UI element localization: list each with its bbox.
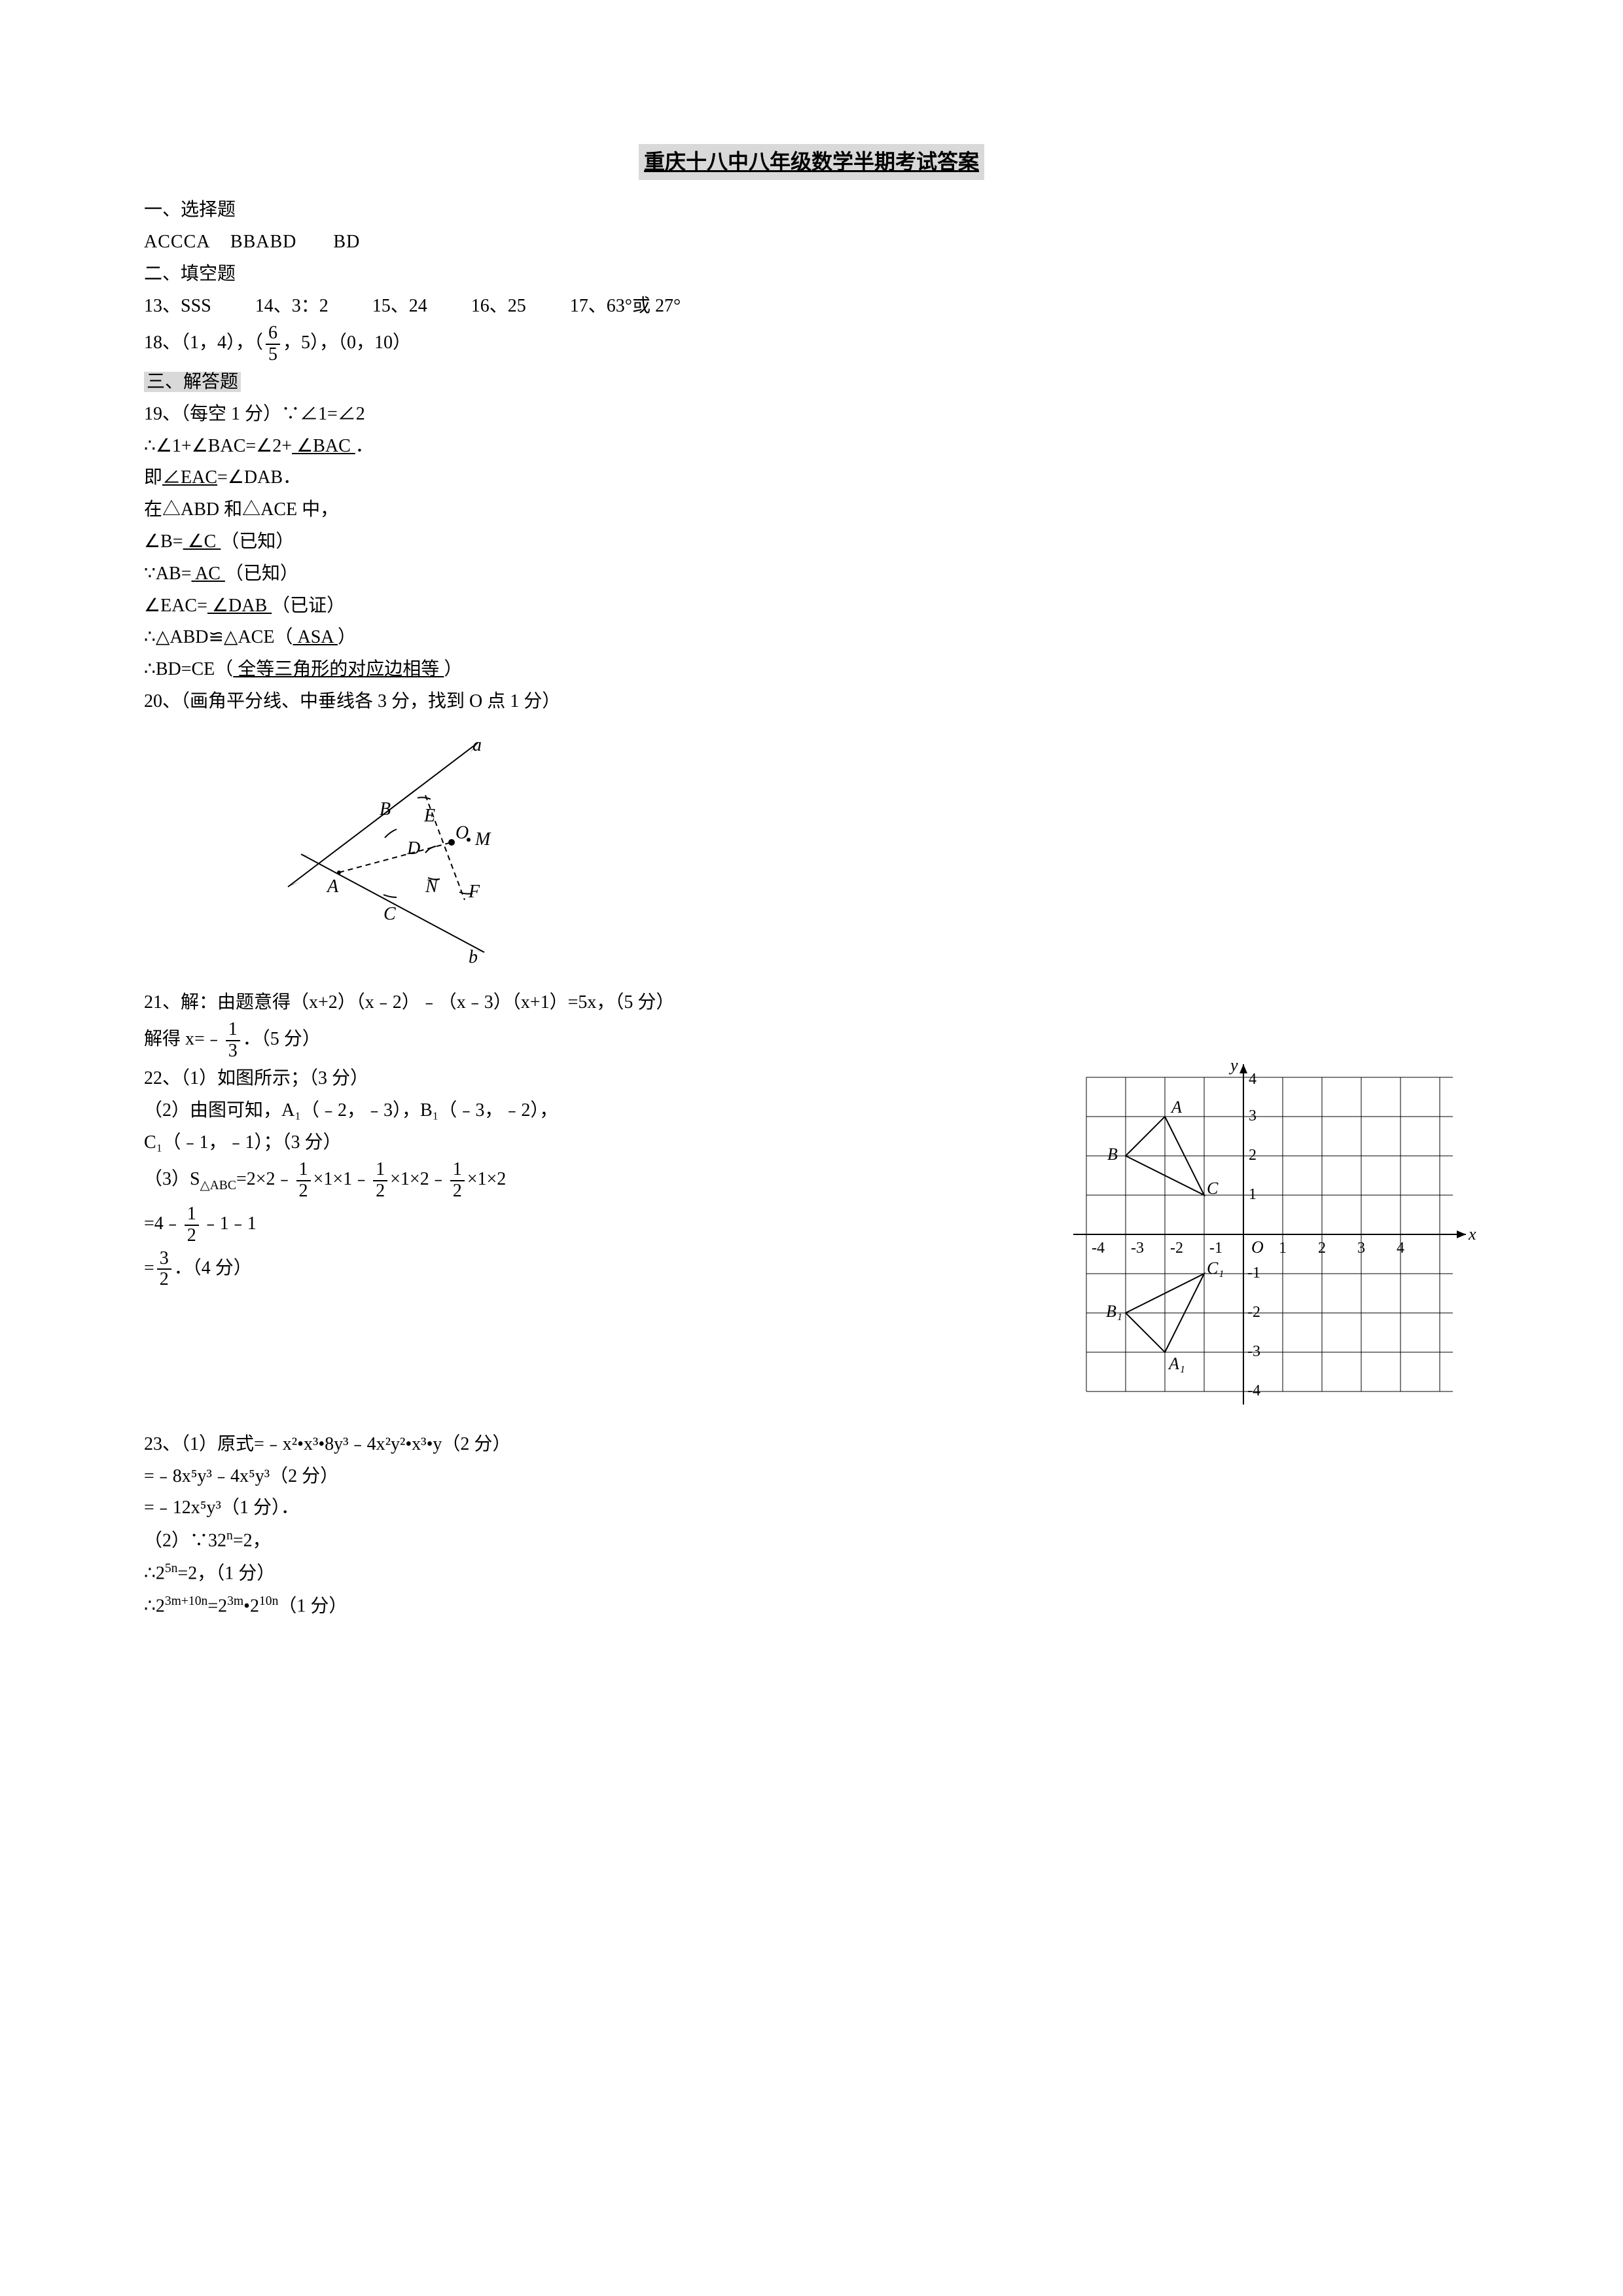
svg-text:-3: -3 (1131, 1240, 1144, 1257)
q23-l6: ∴23m+10n=23m•210n（1 分） (144, 1591, 1479, 1621)
svg-text:M: M (474, 829, 491, 850)
q19-l6: ∵AB= AC （已知） (144, 560, 1479, 589)
q19-l8: ∴△ABD≌△ACE（ ASA ） (144, 623, 1479, 653)
svg-text:D: D (406, 838, 420, 859)
svg-text:-2: -2 (1170, 1240, 1183, 1257)
q19-l7: ∠EAC= ∠DAB （已证） (144, 592, 1479, 621)
section1-heading: 一、选择题 (144, 196, 1479, 225)
q20-text: 20、（画角平分线、中垂线各 3 分，找到 O 点 1 分） (144, 687, 1479, 717)
svg-text:A: A (326, 876, 339, 897)
svg-text:B₁: B₁ (1106, 1302, 1122, 1321)
svg-text:-1: -1 (1209, 1240, 1222, 1257)
svg-text:A₁: A₁ (1168, 1354, 1185, 1373)
svg-text:y: y (1228, 1056, 1238, 1075)
q23-l1: 23、（1）原式=﹣x²•x³•8y³﹣4x²y²•x³•y（2 分） (144, 1430, 1479, 1460)
coord-svg: A B C A₁ B₁ C₁ O x y 1 2 3 4 -4 -3 -2 -1… (1060, 1051, 1479, 1418)
svg-text:A: A (1170, 1098, 1182, 1117)
geom-svg: a b A B C D E F M N O (262, 730, 576, 965)
svg-text:1: 1 (1249, 1186, 1257, 1203)
svg-text:C: C (383, 904, 396, 924)
q19-l5: ∠B= ∠C （已知） (144, 528, 1479, 557)
q15: 15、24 (372, 296, 427, 316)
svg-text:-4: -4 (1247, 1382, 1260, 1399)
section2-heading: 二、填空题 (144, 260, 1479, 289)
svg-text:3: 3 (1357, 1240, 1365, 1257)
svg-text:F: F (468, 882, 480, 902)
q21-l1: 21、解：由题意得（x+2）（x﹣2）﹣（x﹣3）（x+1）=5x，（5 分） (144, 988, 1479, 1018)
svg-text:4: 4 (1397, 1240, 1404, 1257)
q18: 18、（1，4），（65，5），（0，10） (144, 323, 1479, 365)
page-title: 重庆十八中八年级数学半期考试答案 (639, 144, 984, 180)
svg-text:-1: -1 (1247, 1265, 1260, 1282)
svg-text:x: x (1468, 1225, 1476, 1244)
q18-frac: 65 (266, 323, 280, 365)
svg-text:B: B (1107, 1145, 1118, 1164)
svg-text:a: a (473, 735, 482, 755)
q13: 13、SSS (144, 296, 211, 316)
title-wrap: 重庆十八中八年级数学半期考试答案 (144, 144, 1479, 190)
geometry-diagram: a b A B C D E F M N O (262, 730, 1479, 975)
q23-l5: ∴25n=2，（1 分） (144, 1558, 1479, 1588)
svg-text:2: 2 (1318, 1240, 1326, 1257)
svg-text:C₁: C₁ (1207, 1259, 1224, 1278)
svg-text:1: 1 (1279, 1240, 1287, 1257)
svg-text:C: C (1207, 1179, 1219, 1198)
q16: 16、25 (471, 296, 526, 316)
svg-text:-2: -2 (1247, 1304, 1260, 1321)
q23-l2: =﹣8x⁵y³﹣4x⁵y³（2 分） (144, 1462, 1479, 1492)
q18-suffix: ，5），（0，10） (283, 333, 411, 353)
q19-l1: 19、（每空 1 分）∵∠1=∠2 (144, 400, 1479, 429)
q19-l2: ∴∠1+∠BAC=∠2+ ∠BAC ． (144, 432, 1479, 461)
q23-l3: =﹣12x⁵y³（1 分）． (144, 1494, 1479, 1523)
svg-text:b: b (469, 947, 478, 965)
q19-l4: 在△ABD 和△ACE 中， (144, 495, 1479, 525)
q14: 14、3：2 (255, 296, 329, 316)
svg-text:3: 3 (1249, 1107, 1257, 1124)
q23-l4: （2）∵32n=2， (144, 1526, 1479, 1556)
svg-text:B: B (380, 799, 391, 819)
q17: 17、63°或 27° (570, 296, 681, 316)
svg-text:-4: -4 (1092, 1240, 1105, 1257)
svg-text:O: O (1251, 1238, 1264, 1257)
svg-text:2: 2 (1249, 1147, 1257, 1164)
svg-text:E: E (423, 806, 435, 826)
svg-text:N: N (425, 876, 438, 897)
coordinate-diagram: A B C A₁ B₁ C₁ O x y 1 2 3 4 -4 -3 -2 -1… (1060, 1051, 1479, 1427)
q19-l3: 即∠EAC=∠DAB． (144, 463, 1479, 493)
svg-text:O: O (455, 823, 469, 843)
svg-text:4: 4 (1249, 1071, 1257, 1088)
section1-answers: ACCCA BBABD BD (144, 228, 1479, 257)
q18-prefix: 18、（1，4），（ (144, 333, 263, 353)
svg-text:-3: -3 (1247, 1343, 1260, 1360)
fillblank-row1: 13、SSS 14、3：2 15、24 16、25 17、63°或 27° (144, 292, 1479, 321)
section3-heading: 三、解答题 (144, 368, 1479, 397)
q19-l9: ∴BD=CE（ 全等三角形的对应边相等 ） (144, 655, 1479, 685)
